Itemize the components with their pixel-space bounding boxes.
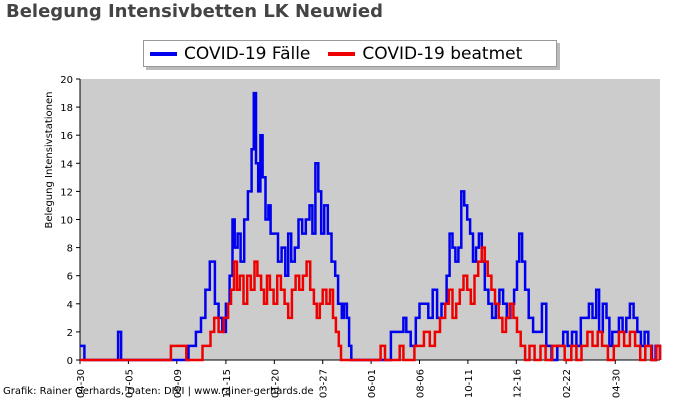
legend-item-faelle: COVID-19 Fälle	[150, 44, 310, 64]
chart-title: Belegung Intensivbetten LK Neuwied	[6, 1, 383, 22]
x-tick-label: 10-11	[464, 369, 475, 398]
plot-area	[80, 79, 660, 360]
series-line-faelle	[80, 91, 662, 362]
x-tick-label: 06-01	[367, 369, 378, 398]
x-tick-label: 12-16	[512, 369, 523, 398]
x-tick-label: 04-30	[611, 369, 622, 398]
y-tick-label: 0	[67, 356, 73, 367]
legend-label-faelle: COVID-19 Fälle	[184, 43, 311, 64]
y-tick-label: 20	[60, 75, 73, 86]
y-axis-label: Belegung Intensivstationen	[44, 91, 55, 228]
legend-item-beatmet: COVID-19 beatmet	[328, 44, 522, 64]
y-axis: 0 2 4 6 8 10 12 14 16 18 20	[60, 75, 81, 367]
x-tick-label: 02-22	[562, 369, 573, 398]
y-tick-label: 6	[67, 272, 73, 283]
y-tick-label: 16	[60, 131, 73, 142]
y-tick-label: 18	[60, 103, 73, 114]
y-tick-label: 10	[60, 216, 73, 227]
legend-label-beatmet: COVID-19 beatmet	[362, 43, 523, 64]
y-tick-label: 14	[60, 159, 73, 170]
legend-swatch-faelle	[150, 51, 177, 56]
y-tick-label: 8	[67, 244, 73, 255]
x-tick-label: 07-05	[124, 369, 135, 398]
credit-text: Grafik: Rainer Gerhards, Daten: DIVI | w…	[3, 386, 314, 397]
chart-legend: COVID-19 Fälle COVID-19 beatmet	[143, 40, 557, 67]
x-tick-label: 01-20	[270, 369, 281, 398]
y-tick-label: 2	[67, 328, 73, 339]
x-tick-label: 04-30	[76, 369, 87, 398]
x-tick-label: 09-09	[173, 369, 184, 398]
y-tick-label: 4	[67, 300, 73, 311]
legend-swatch-beatmet	[328, 51, 356, 56]
x-tick-label: 03-27	[319, 369, 330, 398]
series-layer	[80, 91, 662, 362]
x-axis: 04-30 07-05 09-09 11-15 01-20 03-27 06-01 08-06…	[76, 359, 660, 398]
x-tick-label: 08-06	[415, 369, 426, 398]
series-line-beatmet	[80, 246, 662, 362]
y-tick-label: 12	[60, 187, 73, 198]
x-tick-label: 11-15	[222, 369, 233, 398]
